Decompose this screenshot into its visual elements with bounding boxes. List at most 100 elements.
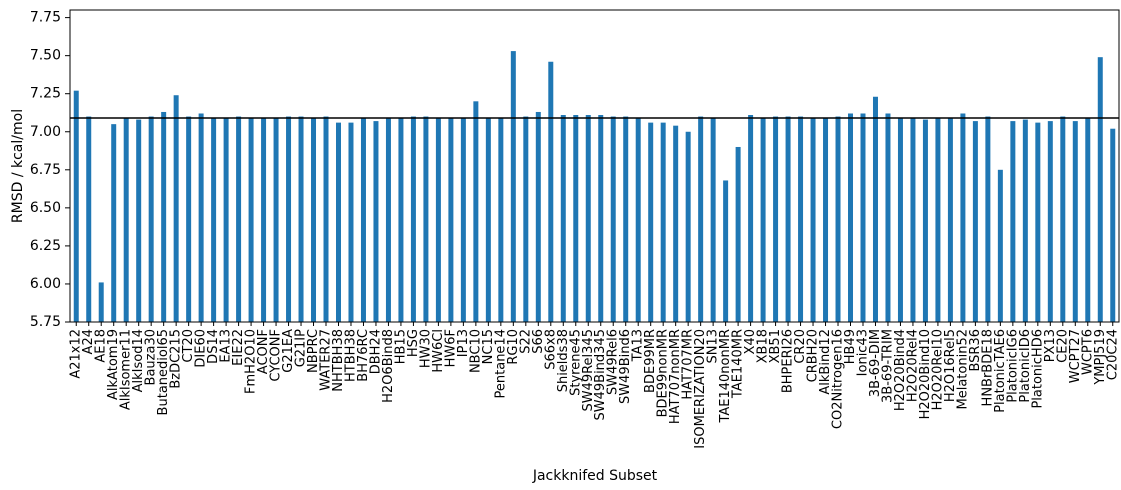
bar	[1110, 128, 1116, 322]
bar	[610, 116, 616, 322]
x-tick-label: SN13	[706, 329, 721, 364]
bar	[548, 61, 554, 323]
x-tick-label: DBH24	[368, 329, 383, 374]
x-tick-label: C20C24	[1105, 329, 1120, 380]
x-tick-label: DS14	[206, 329, 221, 364]
bar	[785, 116, 791, 322]
bar	[560, 115, 566, 322]
x-tick-label: H2O20Rel4	[905, 329, 920, 402]
x-tick-label: HB15	[393, 329, 408, 364]
x-tick-label: TA13	[631, 329, 646, 362]
bar	[510, 51, 516, 322]
bar	[186, 116, 192, 322]
bar	[148, 116, 154, 322]
x-tick-label: XB18	[756, 329, 771, 363]
x-tick-label: H2O20Bind4	[893, 329, 908, 411]
x-tick-label: H2O6Bind8	[381, 329, 396, 403]
bar	[348, 122, 354, 322]
bar	[635, 118, 641, 322]
bar	[136, 119, 142, 322]
x-tick-label: TAE140MR	[731, 329, 746, 399]
bar	[835, 116, 841, 322]
x-tick-label: 3B-69-DIM	[868, 329, 883, 397]
x-tick-label: IP13	[456, 329, 471, 357]
bar	[735, 146, 741, 322]
y-tick-label: 7.00	[30, 124, 61, 140]
x-tick-label: AlkBind12	[818, 329, 833, 395]
x-tick-label: BzDC215	[169, 329, 184, 389]
bar	[1035, 122, 1041, 322]
bar	[248, 118, 254, 322]
x-tick-label: BDE99nonMR	[656, 329, 671, 417]
bar	[985, 116, 991, 322]
x-tick-label: X40	[743, 329, 758, 354]
bar	[373, 121, 379, 322]
y-axis-label: RMSD / kcal/mol	[10, 109, 26, 223]
x-tick-label: AE18	[94, 329, 109, 363]
x-tick-label: HW30	[418, 329, 433, 368]
bar	[335, 122, 341, 322]
bar	[498, 118, 504, 322]
y-tick-label: 7.25	[30, 86, 61, 102]
bar	[935, 118, 941, 322]
bar	[86, 116, 92, 322]
y-tick-label: 6.75	[30, 162, 61, 178]
y-tick-label: 6.25	[30, 238, 61, 254]
y-tick-label: 7.75	[30, 10, 61, 26]
x-tick-label: EA13	[219, 329, 234, 363]
bar	[685, 131, 691, 322]
x-tick-label: PlatonicID6	[1018, 329, 1033, 403]
bar	[947, 118, 953, 322]
x-tick-label: H2O16Rel5	[943, 329, 958, 402]
x-tick-label: SW49Bind345	[593, 329, 608, 420]
y-tick-label: 7.50	[30, 48, 61, 64]
x-tick-label: RG10	[506, 329, 521, 365]
plot-frame	[69, 9, 1120, 323]
x-tick-label: S22	[518, 329, 533, 354]
bar	[860, 113, 866, 323]
x-tick-label: H2O20Rel10	[930, 329, 945, 410]
x-tick-label: CR20	[793, 329, 808, 364]
bar	[623, 116, 629, 322]
bar	[598, 115, 604, 322]
bar	[710, 118, 716, 322]
x-tick-label: CO2Nitrogen16	[831, 329, 846, 429]
bar	[298, 116, 304, 322]
bar	[823, 118, 829, 322]
x-tick-label: WCPT6	[1080, 329, 1095, 375]
x-tick-label: Styrene45	[568, 329, 583, 396]
bar	[723, 180, 729, 322]
x-tick-label: Pentane14	[493, 329, 508, 398]
bar	[872, 96, 878, 322]
bar	[261, 118, 267, 322]
x-tick-label: BDE99MR	[643, 329, 658, 393]
x-tick-label: EIE22	[231, 329, 246, 366]
bar	[311, 118, 317, 322]
bar	[410, 116, 416, 322]
x-tick-label: NBPRC	[306, 329, 321, 373]
x-tick-label: HTBH38	[343, 329, 358, 382]
bar	[223, 118, 229, 322]
bar	[698, 116, 704, 322]
bar	[673, 125, 679, 322]
bar	[485, 118, 491, 322]
bar	[573, 115, 579, 322]
x-tick-label: H2O20Bind10	[918, 329, 933, 419]
x-tick-label: BSR36	[968, 329, 983, 372]
bar	[73, 90, 79, 322]
x-tick-label: XB51	[768, 329, 783, 363]
bar	[123, 118, 129, 322]
x-tick-label: WATER27	[319, 329, 334, 391]
bar	[660, 122, 666, 322]
x-tick-label: 3B-69-TRIM	[880, 329, 895, 403]
bar	[385, 118, 391, 322]
x-tick-label: AlkIsomer11	[119, 329, 134, 410]
y-tick-label: 6.00	[30, 276, 61, 292]
bar	[585, 115, 591, 322]
x-tick-label: SW49Bind6	[618, 329, 633, 404]
bar	[798, 116, 804, 322]
x-tick-label: BH76RC	[356, 329, 371, 382]
bar	[1010, 121, 1016, 322]
x-tick-label: HW6Cl	[431, 329, 446, 373]
